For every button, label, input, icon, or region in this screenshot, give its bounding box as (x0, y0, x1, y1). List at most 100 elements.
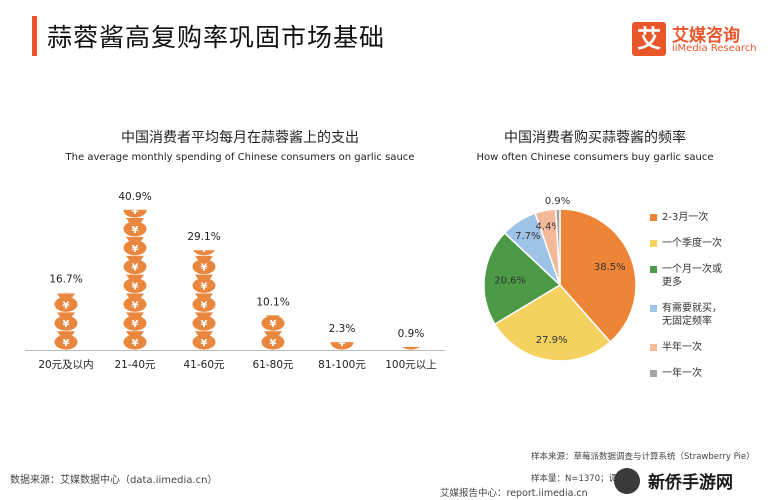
svg-text:¥: ¥ (132, 319, 139, 330)
pie-slice (493, 284, 612, 362)
bar-value-label: 10.1% (256, 296, 289, 308)
page-title: 蒜蓉酱高复购率巩固市场基础 (47, 23, 386, 52)
logo-icon: 艾 (632, 22, 666, 56)
legend-label: 更多 (662, 277, 682, 288)
pie-value-label: 0.9% (545, 196, 570, 207)
svg-text:¥: ¥ (132, 263, 139, 274)
svg-text:¥: ¥ (270, 319, 277, 330)
legend-label: 无固定频率 (662, 316, 712, 327)
svg-text:¥: ¥ (408, 338, 415, 349)
money-bag-icon: ¥ (261, 331, 285, 350)
bar-value-label: 29.1% (187, 231, 220, 243)
pie-chart-subtitle: How often Chinese consumers buy garlic s… (476, 152, 714, 163)
report-center: 艾媒报告中心：report.iimedia.cn (440, 488, 588, 499)
svg-text:¥: ¥ (132, 206, 139, 217)
legend-item: 有需要就买， 无固定频率 (650, 302, 760, 328)
legend-label: 有需要就买， (662, 303, 722, 314)
watermark: 新侨手游网 (612, 466, 766, 496)
svg-text:¥: ¥ (201, 263, 208, 274)
svg-text:¥: ¥ (132, 300, 139, 311)
bar: ¥ ¥ ¥ ¥ ¥ ¥ (192, 244, 216, 350)
money-bag-icon: ¥ (54, 312, 78, 331)
legend-swatch (650, 266, 657, 273)
bar-value-label: 0.9% (398, 328, 425, 340)
svg-text:¥: ¥ (201, 282, 208, 293)
svg-text:¥: ¥ (270, 338, 277, 349)
x-tick-label: 21-40元 (114, 359, 156, 371)
legend-item: 一个季度一次 (650, 237, 760, 250)
svg-text:¥: ¥ (132, 338, 139, 349)
money-bag-icon: ¥ (192, 312, 216, 331)
legend-label: 一年一次 (662, 368, 702, 379)
x-tick-label: 100元以上 (385, 359, 437, 371)
x-tick-label: 81-100元 (318, 359, 366, 371)
pie-slice (559, 208, 637, 344)
pie-value-label: 27.9% (536, 335, 568, 346)
money-bag-icon: ¥ (192, 293, 216, 312)
money-bag-icon: ¥ (123, 293, 147, 312)
bar: ¥ ¥ ¥ ¥ (54, 292, 78, 350)
sample-source: 样本来源：草莓派数据调查与计算系统（Strawberry Pie） (531, 452, 755, 462)
money-bag-icon: ¥ (192, 255, 216, 275)
money-bag-icon: ¥ (330, 338, 354, 350)
watermark-text: 新侨手游网 (648, 473, 733, 493)
money-bag-icon: ¥ (193, 244, 215, 256)
legend-swatch (650, 344, 657, 351)
watermark-logo-icon (614, 468, 640, 494)
money-bag-icon: ¥ (402, 338, 420, 350)
pie-slice (554, 208, 561, 286)
sample-info: 样本来源：草莓派数据调查与计算系统（Strawberry Pie） 样本量：N=… (531, 450, 755, 494)
bar-value-label: 40.9% (118, 191, 151, 203)
legend-swatch (650, 214, 657, 221)
bar: ¥¥ (261, 315, 285, 350)
money-bag-icon: ¥ (54, 331, 78, 350)
bar-chart-title: 中国消费者平均每月在蒜蓉酱上的支出 (121, 130, 359, 146)
pie-value-label: 7.7% (515, 231, 540, 242)
logo-name-en: iiMedia Research (672, 43, 757, 54)
logo-name-cn: 艾媒咨询 (672, 26, 740, 46)
bar: ¥ ¥ ¥ ¥ ¥ ¥ ¥ ¥ (123, 206, 147, 350)
bar-chart-subtitle: The average monthly spending of Chinese … (65, 152, 415, 163)
svg-text:¥: ¥ (63, 300, 70, 311)
x-tick-label: 41-60元 (183, 359, 225, 371)
svg-text:¥: ¥ (201, 244, 208, 255)
x-tick-label: 61-80元 (252, 359, 294, 371)
legend-item: 半年一次 (650, 341, 760, 354)
data-source: 数据来源：艾媒数据中心（data.iimedia.cn） (10, 475, 218, 486)
pie-value-label: 4.4% (536, 221, 561, 232)
legend-label: 半年一次 (662, 342, 702, 353)
pie-value-label: 20.6% (494, 276, 526, 287)
legend-item: 2-3月一次 (650, 211, 760, 224)
bar: ¥ (402, 338, 420, 350)
legend-swatch (650, 240, 657, 247)
money-bag-icon: ¥ (192, 331, 216, 350)
svg-text:¥: ¥ (201, 319, 208, 330)
title-accent-bar (32, 16, 37, 56)
money-bag-icon: ¥ (192, 274, 216, 293)
bar-chart: ¥¥¥¥16.7%20元及以内¥¥¥¥¥¥¥¥40.9%21-40元¥¥¥¥¥¥… (25, 191, 445, 371)
svg-text:¥: ¥ (132, 282, 139, 293)
legend-label: 一个月一次或 (662, 264, 722, 275)
money-bag-icon: ¥ (123, 274, 147, 293)
pie-value-label: 38.5% (594, 262, 626, 273)
pie-chart-title: 中国消费者购买蒜蓉酱的频率 (504, 130, 686, 146)
x-tick-label: 20元及以内 (38, 358, 93, 371)
pie-legend: 2-3月一次 一个季度一次 一个月一次或 更多 有需要就买， 无固定频率 半年一次 一年一次 (650, 211, 760, 393)
bar-value-label: 16.7% (49, 274, 82, 286)
money-bag-icon: ¥ (261, 315, 285, 331)
money-bag-icon: ¥ (123, 255, 147, 275)
pie-chart: 38.5% 27.9% 20.6% 7.7%4.4% 0.9% (483, 196, 637, 362)
money-bag-icon: ¥ (123, 331, 147, 350)
legend-swatch (650, 305, 657, 312)
money-bag-icon: ¥ (54, 293, 78, 312)
bar-value-label: 2.3% (329, 323, 356, 335)
svg-text:¥: ¥ (201, 300, 208, 311)
legend-label: 一个季度一次 (662, 238, 722, 249)
legend-item: 一年一次 (650, 367, 760, 380)
svg-text:¥: ¥ (132, 244, 139, 255)
svg-text:¥: ¥ (63, 338, 70, 349)
legend-item: 一个月一次或 更多 (650, 263, 760, 289)
money-bag-icon: ¥ (123, 236, 147, 256)
bar: ¥ (330, 338, 354, 350)
svg-text:¥: ¥ (339, 338, 346, 349)
